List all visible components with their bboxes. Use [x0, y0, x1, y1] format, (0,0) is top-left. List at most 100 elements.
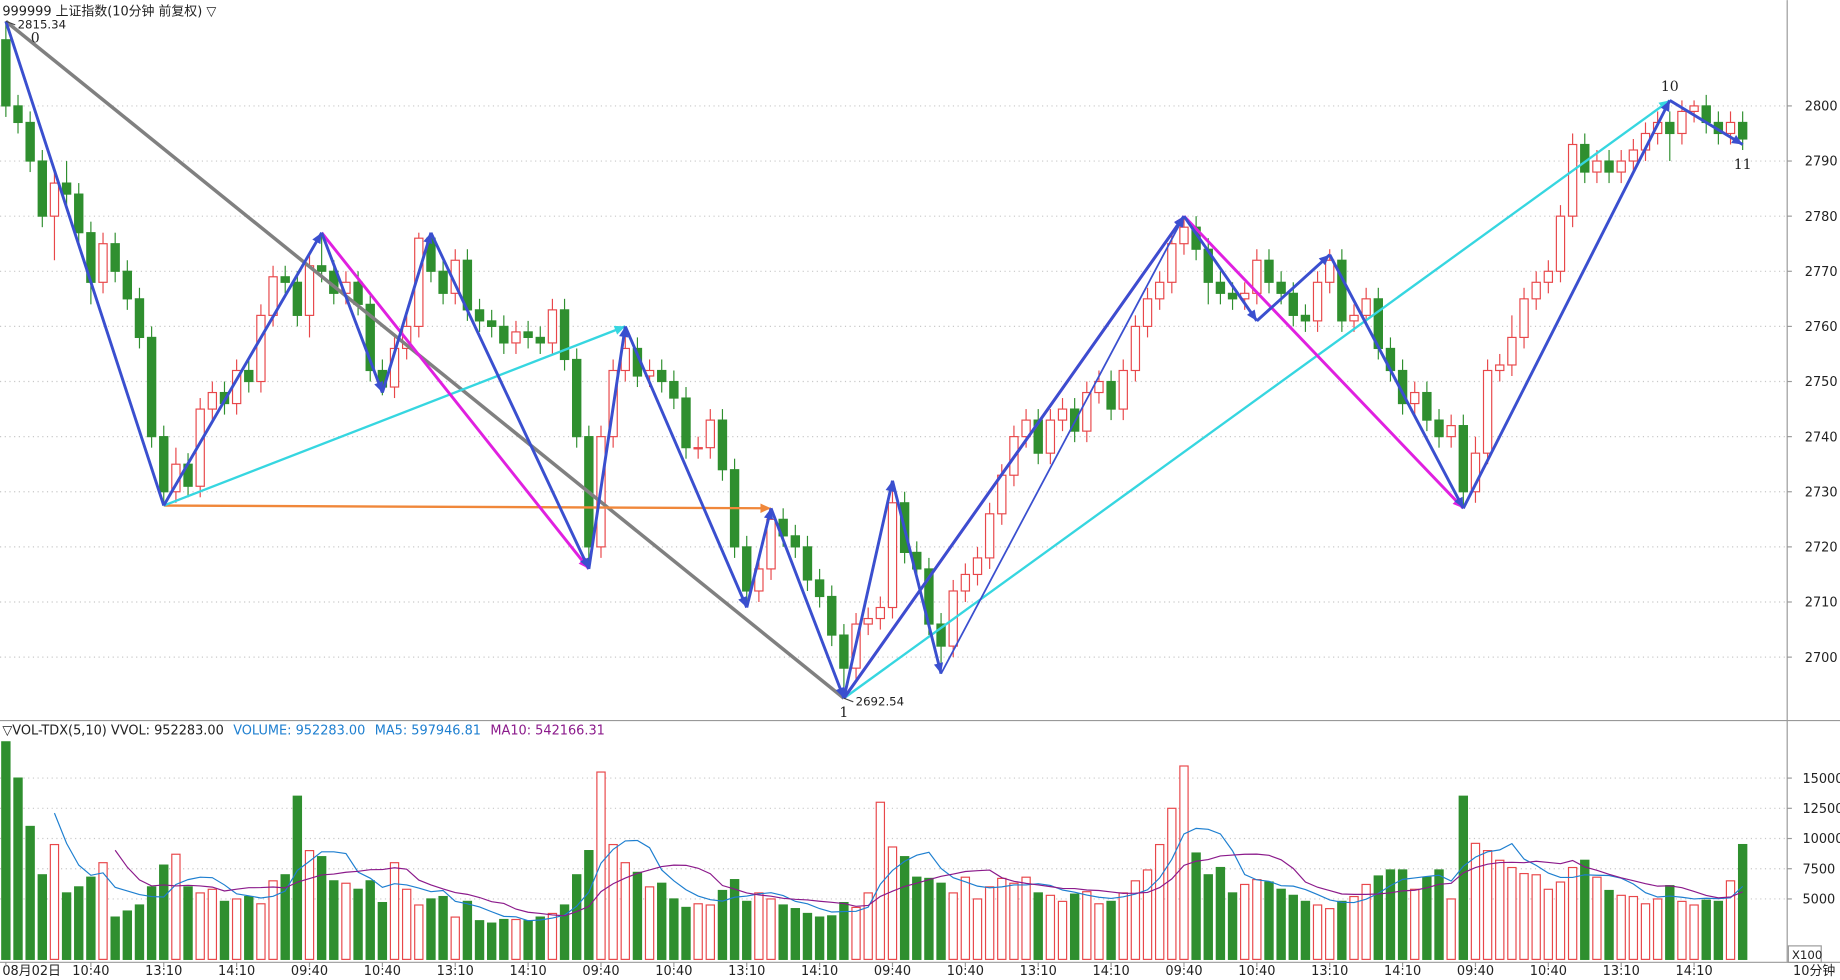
arrow-head — [1174, 216, 1184, 228]
candle-body — [681, 397, 691, 449]
trend-line — [842, 215, 1186, 700]
trend-line — [1182, 215, 1259, 322]
volume-bar — [851, 906, 861, 960]
volume-bar — [1252, 879, 1262, 960]
trend-line — [1669, 99, 1744, 146]
volume-bar — [244, 895, 254, 960]
y-tick-label: 2800 — [1805, 100, 1838, 115]
volume-bar — [1519, 872, 1529, 960]
candle-body — [316, 265, 327, 272]
candle-body — [827, 595, 837, 636]
candle-body — [1531, 281, 1541, 300]
volume-bar — [596, 771, 606, 960]
candle-body — [1337, 259, 1347, 322]
volume-bar — [559, 904, 570, 960]
pivot-label: 10 — [1661, 79, 1679, 95]
y-tick-label: 10000 — [1802, 832, 1840, 847]
volume-bar — [972, 898, 983, 960]
candle-body — [887, 502, 898, 609]
candle-body — [1349, 314, 1359, 322]
candle-body — [705, 419, 715, 449]
volume-bar — [584, 850, 594, 960]
volume-bar — [608, 843, 618, 960]
candle-body — [159, 436, 169, 493]
volume-bar — [1033, 892, 1043, 960]
candle-body — [1677, 110, 1687, 135]
volume-bar — [61, 892, 72, 960]
legend-item: ▽VOL-TDX(5,10) VVOL: 952283.00 — [2, 724, 223, 739]
candle-body — [486, 320, 497, 327]
volume-bar — [1507, 866, 1517, 960]
volume-bar — [195, 892, 205, 960]
candle-body — [1325, 259, 1335, 283]
volume-bar — [1215, 866, 1226, 960]
candle-body — [984, 513, 995, 559]
candle-body — [960, 573, 971, 592]
volume-bar — [341, 882, 351, 960]
candle-body — [1580, 143, 1590, 173]
volume-bar — [1555, 881, 1566, 960]
candle-body — [256, 314, 266, 383]
x-tick-label: 14:10 — [1093, 964, 1130, 979]
candle-body — [1276, 281, 1286, 294]
volume-bar — [511, 918, 521, 960]
volume-bar — [766, 898, 776, 960]
volume-bar — [1069, 893, 1080, 960]
volume-bar — [657, 882, 667, 960]
volume-bar — [924, 877, 934, 960]
candle-body — [1312, 281, 1323, 322]
candle-body — [122, 270, 133, 300]
candle-body — [1227, 292, 1238, 300]
volume-bar — [778, 904, 788, 960]
volume-bar — [438, 895, 448, 960]
x-tick-label: 13:10 — [728, 964, 765, 979]
candle-body — [1179, 226, 1189, 245]
volume-legend: ▽VOL-TDX(5,10) VVOL: 952283.00 VOLUME: 95… — [2, 724, 605, 739]
candle-body — [1215, 281, 1226, 294]
trend-line — [842, 480, 894, 699]
legend-item: MA10: 542166.31 — [490, 724, 604, 739]
candle-body — [304, 265, 315, 316]
trend-line — [4, 20, 166, 506]
extreme-label: 2692.54 — [856, 694, 904, 708]
x-tick-label: 14:10 — [1384, 964, 1421, 979]
candle-body — [1167, 243, 1177, 283]
volume-bar — [1701, 899, 1711, 960]
x-tick-label: 10:40 — [1530, 964, 1567, 979]
volume-bar — [1045, 894, 1056, 960]
volume-bar — [134, 904, 145, 960]
volume-bar — [729, 879, 740, 960]
x-tick-label: 09:40 — [1457, 964, 1494, 979]
y-tick-label: 12500 — [1802, 802, 1840, 817]
volume-bar — [523, 920, 533, 960]
trend-line — [163, 504, 772, 510]
x-tick-label: 13:10 — [1020, 964, 1057, 979]
arrow-head — [1660, 100, 1670, 112]
candle-body — [875, 606, 886, 620]
volume-bar — [1616, 894, 1626, 960]
volume-bar — [1191, 852, 1201, 960]
candle-body — [1264, 259, 1274, 283]
pivot-label: 1 — [839, 705, 848, 721]
x-tick-label: 10:40 — [947, 964, 984, 979]
volume-bar — [365, 880, 375, 960]
trend-line — [891, 480, 943, 675]
candle-body — [1106, 380, 1116, 410]
volume-bar — [887, 846, 898, 960]
volume-bar — [304, 850, 315, 960]
candle-body — [535, 336, 545, 344]
candle-body — [13, 105, 23, 124]
volume-bar — [329, 880, 339, 960]
trend-line — [1328, 254, 1465, 509]
candle-body — [1482, 369, 1493, 454]
volume-bar — [790, 908, 801, 960]
candle-body — [814, 579, 825, 598]
volume-bar — [86, 876, 96, 960]
volume-bar — [802, 912, 813, 960]
candle-body — [1033, 419, 1043, 454]
ma-line — [53, 812, 1744, 922]
volume-bar — [280, 874, 290, 960]
candle-body — [657, 369, 667, 383]
candle-body — [1458, 425, 1469, 493]
